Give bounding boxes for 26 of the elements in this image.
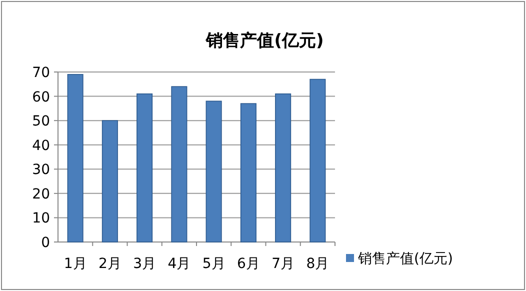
bar <box>102 120 118 242</box>
x-tick-label: 6月 <box>236 256 260 272</box>
x-tick-label: 5月 <box>202 256 226 272</box>
y-tick-label: 60 <box>32 89 50 106</box>
chart-title: 销售产值(亿元) <box>205 31 324 51</box>
y-tick-label: 10 <box>32 210 50 227</box>
x-tick-label: 3月 <box>133 256 156 272</box>
x-tick-label: 4月 <box>168 256 191 272</box>
y-tick-label: 0 <box>41 235 50 251</box>
x-tick-label: 7月 <box>272 256 295 272</box>
y-tick-label: 70 <box>32 65 50 81</box>
y-tick-label: 40 <box>32 138 50 154</box>
bar <box>171 86 188 242</box>
bar <box>67 74 84 242</box>
y-tick-label: 20 <box>32 186 50 202</box>
bar <box>136 93 153 242</box>
bar <box>275 93 292 242</box>
bar <box>310 78 326 242</box>
x-tick-label: 2月 <box>98 256 122 272</box>
bar <box>240 103 256 242</box>
x-tick-label: 1月 <box>64 256 87 272</box>
legend-label: 销售产值(亿元) <box>357 251 453 267</box>
y-tick-label: 30 <box>32 162 50 178</box>
y-tick-label: 50 <box>32 114 50 130</box>
x-tick-label: 8月 <box>306 256 330 272</box>
bar <box>206 100 222 242</box>
